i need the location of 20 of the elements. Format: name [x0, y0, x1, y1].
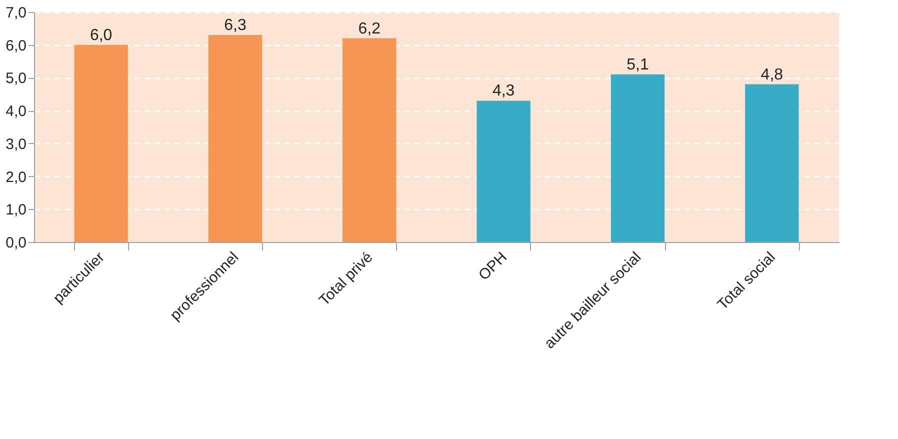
bar: [476, 100, 530, 242]
data-label: 5,1: [626, 56, 649, 74]
y-tick-label: 2,0: [6, 168, 26, 186]
data-label: 4,8: [760, 66, 784, 84]
y-tick-label: 6,0: [6, 37, 26, 54]
bar: [74, 44, 128, 242]
data-label: 6,3: [224, 17, 246, 34]
bar: [745, 84, 799, 242]
y-tick-label: 4,0: [6, 103, 26, 120]
data-label: 6,0: [90, 26, 112, 44]
y-tick-label: 7,0: [6, 4, 26, 22]
data-label: 4,3: [492, 82, 515, 100]
y-tick-label: 1,0: [6, 202, 26, 219]
bar: [342, 38, 396, 242]
y-tick-label: 0,0: [6, 234, 26, 252]
y-tick-label: 3,0: [6, 136, 26, 153]
y-tick-label: 5,0: [6, 70, 26, 88]
bar: [610, 74, 665, 242]
bar: [208, 35, 262, 242]
data-label: 6,2: [358, 20, 381, 38]
